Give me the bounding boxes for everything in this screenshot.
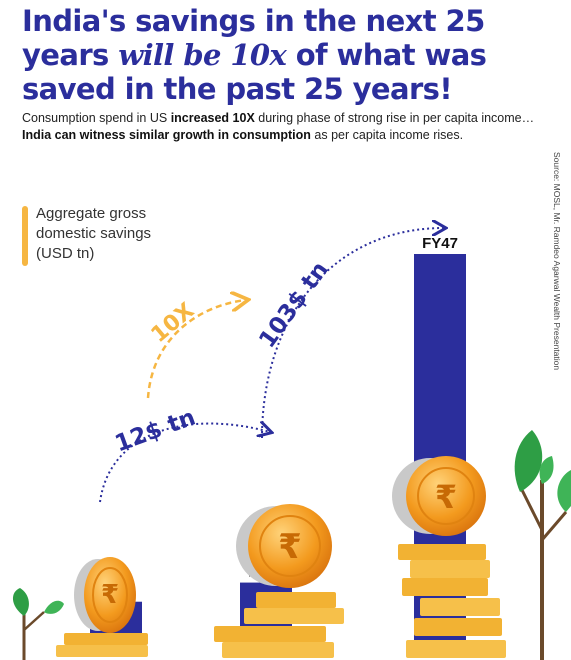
coins-fy47: ₹	[392, 456, 506, 658]
annotation-10x: 10X	[147, 298, 200, 348]
svg-text:₹: ₹	[278, 527, 302, 567]
arrow-fy97-to-fy23	[99, 424, 270, 503]
legend-swatch	[22, 206, 28, 266]
page-title: India's savings in the next 25 years wil…	[22, 4, 487, 106]
annotation-12tn: 12$ tn	[112, 404, 199, 457]
bar-label-fy47: FY47	[422, 235, 458, 252]
plant-right	[514, 430, 571, 660]
subtitle: Consumption spend in US increased 10X du…	[22, 111, 535, 142]
coins-fy23: ₹	[214, 504, 344, 658]
arrow-10x	[146, 300, 246, 399]
svg-text:₹: ₹	[435, 478, 457, 516]
plant-left	[12, 588, 64, 660]
coins-fy97: ₹	[56, 557, 148, 657]
annotation-103tn: 103$ tn	[254, 257, 333, 353]
legend-label: Aggregate gross domestic savings (USD tn…	[36, 205, 152, 262]
svg-text:₹: ₹	[101, 580, 119, 610]
arrow-fy23-to-fy47	[261, 228, 444, 439]
